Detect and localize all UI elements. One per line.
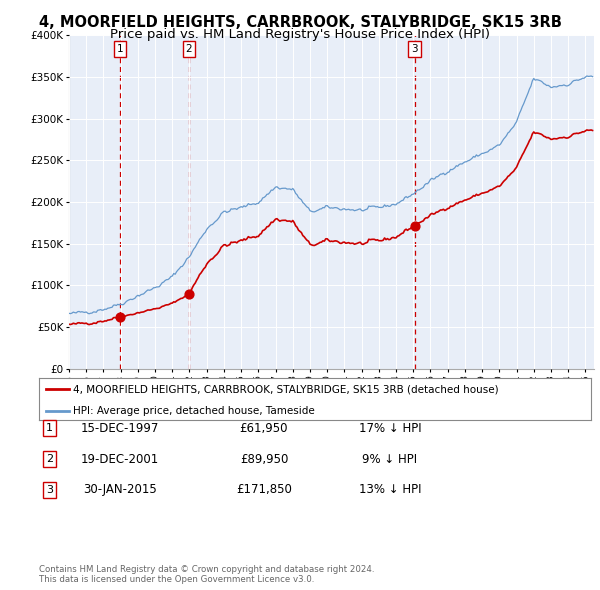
Text: Price paid vs. HM Land Registry's House Price Index (HPI): Price paid vs. HM Land Registry's House … (110, 28, 490, 41)
Text: 30-JAN-2015: 30-JAN-2015 (83, 483, 157, 496)
Point (184, 289, 194, 299)
Text: £61,950: £61,950 (240, 422, 288, 435)
Text: 2: 2 (46, 454, 53, 464)
Text: 2: 2 (185, 44, 192, 54)
Text: £171,850: £171,850 (236, 483, 292, 496)
Text: 4, MOORFIELD HEIGHTS, CARRBROOK, STALYBRIDGE, SK15 3RB: 4, MOORFIELD HEIGHTS, CARRBROOK, STALYBR… (38, 15, 562, 30)
Text: HPI: Average price, detached house, Tameside: HPI: Average price, detached house, Tame… (73, 406, 315, 416)
Text: Contains HM Land Registry data © Crown copyright and database right 2024.
This d: Contains HM Land Registry data © Crown c… (39, 565, 374, 584)
Point (115, 312, 125, 322)
Text: 17% ↓ HPI: 17% ↓ HPI (359, 422, 421, 435)
Text: 3: 3 (412, 44, 418, 54)
Text: 15-DEC-1997: 15-DEC-1997 (81, 422, 159, 435)
Text: 1: 1 (116, 44, 123, 54)
Text: 13% ↓ HPI: 13% ↓ HPI (359, 483, 421, 496)
Point (410, 221, 419, 230)
Text: 1: 1 (46, 424, 53, 433)
Text: 4, MOORFIELD HEIGHTS, CARRBROOK, STALYBRIDGE, SK15 3RB (detached house): 4, MOORFIELD HEIGHTS, CARRBROOK, STALYBR… (73, 384, 499, 394)
Text: £89,950: £89,950 (240, 453, 288, 466)
Text: 3: 3 (46, 485, 53, 494)
Text: 19-DEC-2001: 19-DEC-2001 (81, 453, 159, 466)
Text: 9% ↓ HPI: 9% ↓ HPI (362, 453, 418, 466)
